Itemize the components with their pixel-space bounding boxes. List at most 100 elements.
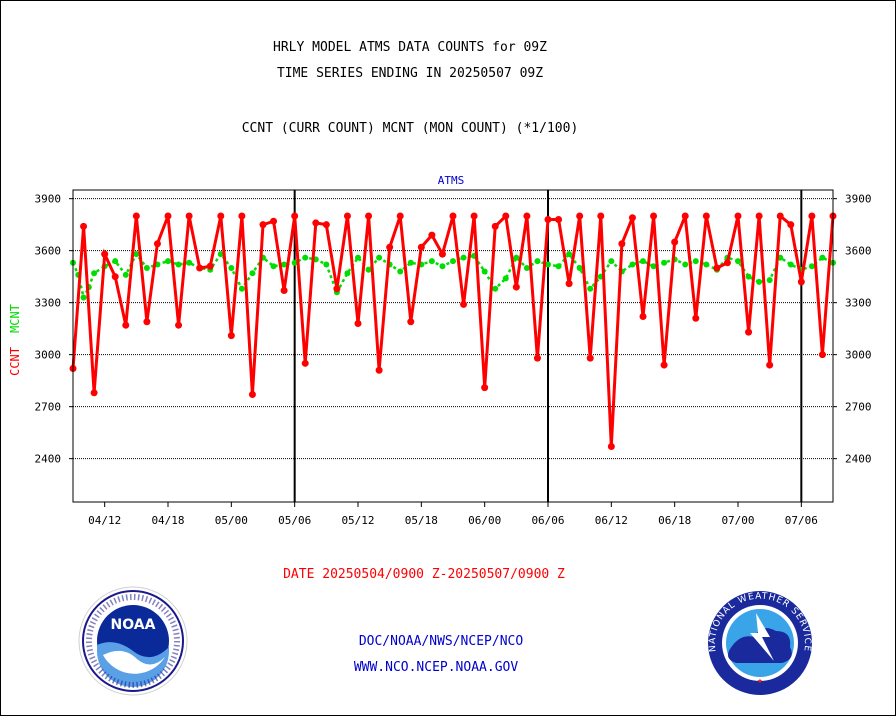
ccnt-point — [428, 231, 436, 239]
ccnt-point — [375, 366, 383, 374]
mcnt-point — [661, 259, 668, 266]
mcnt-point — [249, 270, 256, 277]
x-tick-label: 07/06 — [785, 514, 818, 527]
x-tick-labels: 04/12 04/18 05/00 05/06 05/12 05/18 06/00 06/06… — [88, 514, 818, 527]
ccnt-point — [90, 389, 98, 397]
mcnt-point — [365, 266, 372, 273]
y-tick-label-right: 2700 — [845, 401, 872, 414]
ccnt-point — [322, 221, 330, 229]
ccnt-point — [702, 212, 710, 220]
ccnt-point — [618, 240, 626, 248]
mcnt-point — [608, 258, 615, 265]
mcnt-point — [143, 265, 150, 271]
y-tick-label-right: 3300 — [845, 297, 872, 310]
mcnt-point — [682, 261, 689, 268]
ccnt-point — [723, 259, 731, 267]
mcnt-point — [450, 258, 456, 265]
grid-layer — [69, 190, 837, 507]
x-tick-label: 05/00 — [215, 514, 248, 527]
nws-logo[interactable]: ★ NATIONAL WEATHER SERVICE — [708, 591, 812, 695]
ccnt-point — [333, 285, 341, 293]
y-tick-label-right: 3900 — [845, 193, 872, 206]
date-range: DATE 20250504/0900 Z-20250507/0900 Z — [283, 567, 565, 582]
y-tick-label-left: 3600 — [35, 245, 62, 258]
ccnt-point — [396, 212, 404, 220]
ccnt-point — [238, 212, 246, 220]
ccnt-point — [776, 212, 784, 220]
ccnt-point — [512, 283, 520, 291]
ccnt-point — [555, 215, 563, 223]
mcnt-point — [587, 285, 594, 292]
ccnt-point — [301, 359, 309, 367]
mcnt-point — [735, 258, 741, 265]
ccnt-point — [153, 240, 161, 248]
ccnt-point — [565, 280, 573, 288]
y-tick-label-left: 3900 — [35, 193, 62, 206]
mcnt-point — [545, 261, 551, 268]
chart-subtitle: CCNT (CURR COUNT) MCNT (MON COUNT) (*1/1… — [242, 121, 579, 136]
ccnt-point — [460, 300, 468, 308]
ccnt-point — [438, 250, 446, 258]
ccnt-point — [206, 262, 214, 270]
mcnt-point — [766, 277, 773, 284]
chart-title: ATMS — [438, 174, 465, 187]
mcnt-point — [703, 261, 710, 268]
mcnt-point — [238, 285, 245, 292]
ccnt-point — [576, 212, 584, 220]
ccnt-point — [681, 212, 689, 220]
ccnt-point — [143, 318, 151, 326]
mcnt-point — [175, 261, 182, 268]
svg-text:★: ★ — [757, 676, 763, 686]
noaa-logo[interactable]: NOAA — [78, 586, 188, 696]
noaa-logo-text: NOAA — [111, 617, 156, 633]
ccnt-point — [523, 212, 531, 220]
ccnt-point — [270, 217, 278, 225]
ccnt-point — [607, 443, 615, 451]
ccnt-point — [175, 321, 183, 329]
x-tick-label: 04/12 — [88, 514, 121, 527]
ccnt-point — [365, 212, 373, 220]
ccnt-point — [787, 221, 795, 229]
y-tick-label-right: 3000 — [845, 349, 872, 362]
ccnt-point — [354, 319, 362, 327]
ccnt-point — [343, 212, 351, 220]
ccnt-point — [217, 212, 225, 220]
mcnt-point — [270, 263, 277, 270]
ccnt-point — [502, 212, 510, 220]
mcnt-point — [217, 251, 224, 258]
x-tick-label: 07/00 — [721, 514, 754, 527]
mcnt-point — [492, 285, 499, 292]
x-tick-label: 05/18 — [405, 514, 438, 527]
website-link[interactable]: WWW.NCO.NCEP.NOAA.GOV — [354, 660, 519, 675]
mcnt-point — [534, 258, 541, 265]
x-tick-label: 06/00 — [468, 514, 501, 527]
plot-border — [72, 189, 834, 503]
ccnt-point — [312, 219, 320, 227]
y-tick-label-left: 3000 — [35, 349, 62, 362]
doc-link[interactable]: DOC/NOAA/NWS/NCEP/NCO — [359, 634, 524, 649]
ccnt-point — [533, 354, 541, 362]
ccnt-point — [734, 212, 742, 220]
mcnt-point — [80, 294, 87, 301]
ccnt-point — [671, 238, 679, 246]
mcnt-point — [787, 261, 794, 268]
mcnt-point — [439, 263, 446, 270]
mcnt-point — [629, 261, 636, 268]
mcnt-point — [91, 270, 98, 277]
mcnt-point — [692, 258, 699, 265]
ccnt-point — [597, 212, 605, 220]
ccnt-point — [745, 328, 753, 336]
ccnt-point — [628, 214, 636, 222]
ccnt-point — [449, 212, 457, 220]
ccnt-point — [491, 222, 499, 230]
mcnt-point — [355, 254, 361, 261]
ccnt-point — [132, 212, 140, 220]
ccnt-point — [692, 314, 700, 322]
mcnt-point — [397, 268, 404, 275]
ccnt-point — [639, 313, 647, 321]
mcnt-point — [555, 263, 562, 270]
x-tick-label: 06/06 — [531, 514, 564, 527]
y-tick-label-right: 2400 — [845, 453, 872, 466]
mcnt-point — [756, 278, 763, 285]
ccnt-point — [101, 250, 109, 258]
